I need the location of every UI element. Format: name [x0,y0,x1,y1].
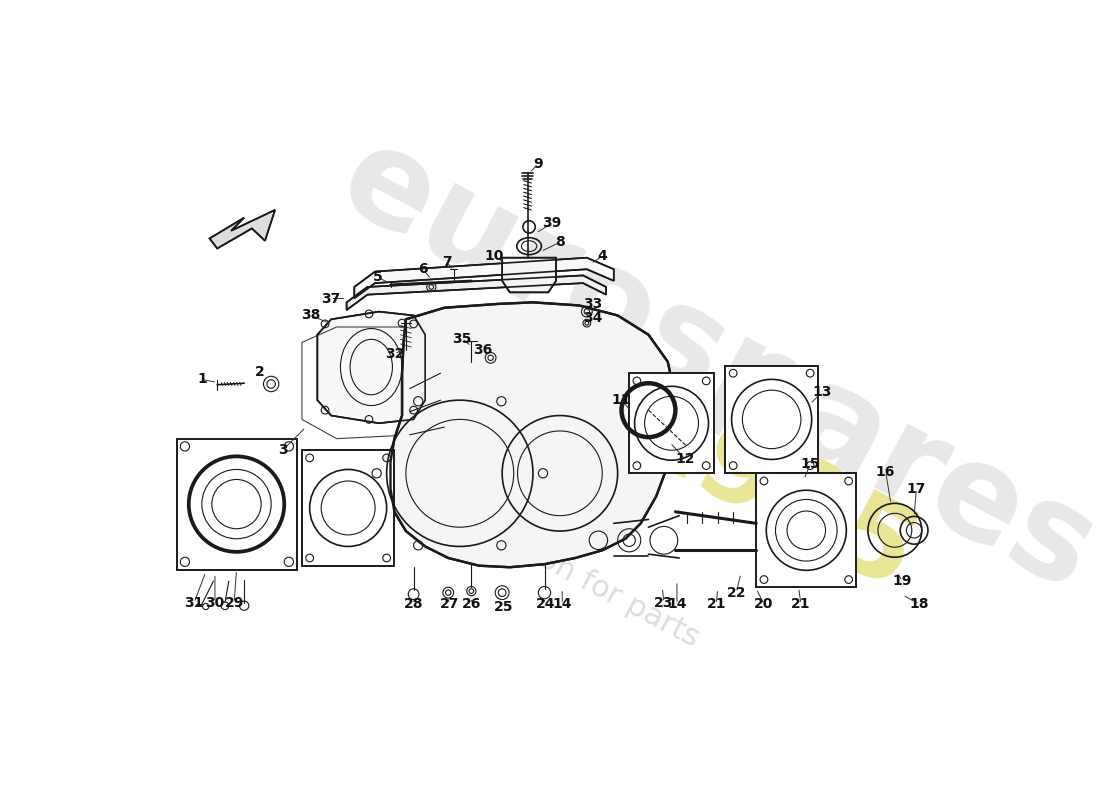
Text: 39: 39 [542,216,562,230]
Polygon shape [354,258,614,298]
Text: 2: 2 [255,365,264,378]
Text: 25: 25 [494,599,514,614]
Text: 24: 24 [536,597,556,611]
Text: 18: 18 [910,597,930,611]
Polygon shape [346,275,606,310]
Text: 32: 32 [385,347,404,361]
Text: 9: 9 [534,157,543,170]
Text: 16: 16 [876,465,895,478]
Bar [301,450,395,566]
Text: 14: 14 [552,597,572,611]
Text: 22: 22 [726,586,746,600]
Text: 3: 3 [278,443,287,457]
Polygon shape [390,302,675,567]
Bar [726,366,818,474]
Text: 27: 27 [440,597,460,611]
Text: 33: 33 [583,297,603,311]
Text: eurospares: eurospares [319,114,1100,618]
Text: 26: 26 [462,597,481,611]
Text: 8: 8 [556,235,564,250]
Text: 13: 13 [812,386,832,399]
Bar [301,450,395,566]
Text: 37: 37 [321,291,340,306]
Bar [629,373,714,474]
Text: 1: 1 [197,372,207,386]
Text: 12: 12 [675,453,695,466]
Text: 4: 4 [597,249,607,263]
Bar [757,474,856,587]
Text: 35: 35 [452,331,472,346]
Text: 38: 38 [301,309,321,322]
Text: 21: 21 [706,597,726,611]
Text: 14: 14 [668,597,686,611]
Text: 11: 11 [612,393,631,407]
Text: 36: 36 [473,343,493,357]
Polygon shape [318,312,425,423]
Text: 1985: 1985 [610,377,933,616]
Text: 30: 30 [206,596,224,610]
Bar [757,474,856,587]
Text: 15: 15 [801,457,820,471]
Text: 17: 17 [906,482,926,496]
Text: 19: 19 [893,574,912,588]
Text: 28: 28 [404,597,424,611]
Bar [629,373,714,474]
Text: 31: 31 [185,596,204,610]
Text: 23: 23 [654,596,673,610]
Polygon shape [209,210,275,249]
Text: a passion for parts: a passion for parts [439,494,704,653]
Bar [726,366,818,474]
Text: 34: 34 [583,310,603,325]
Text: 6: 6 [418,262,428,276]
Text: 21: 21 [791,597,811,611]
Bar [177,438,297,570]
Text: 7: 7 [442,255,451,270]
Bar [177,438,297,570]
Text: 5: 5 [373,270,383,284]
Polygon shape [502,258,556,292]
Text: 29: 29 [224,596,244,610]
Text: 20: 20 [755,597,773,611]
Text: 10: 10 [485,249,504,263]
